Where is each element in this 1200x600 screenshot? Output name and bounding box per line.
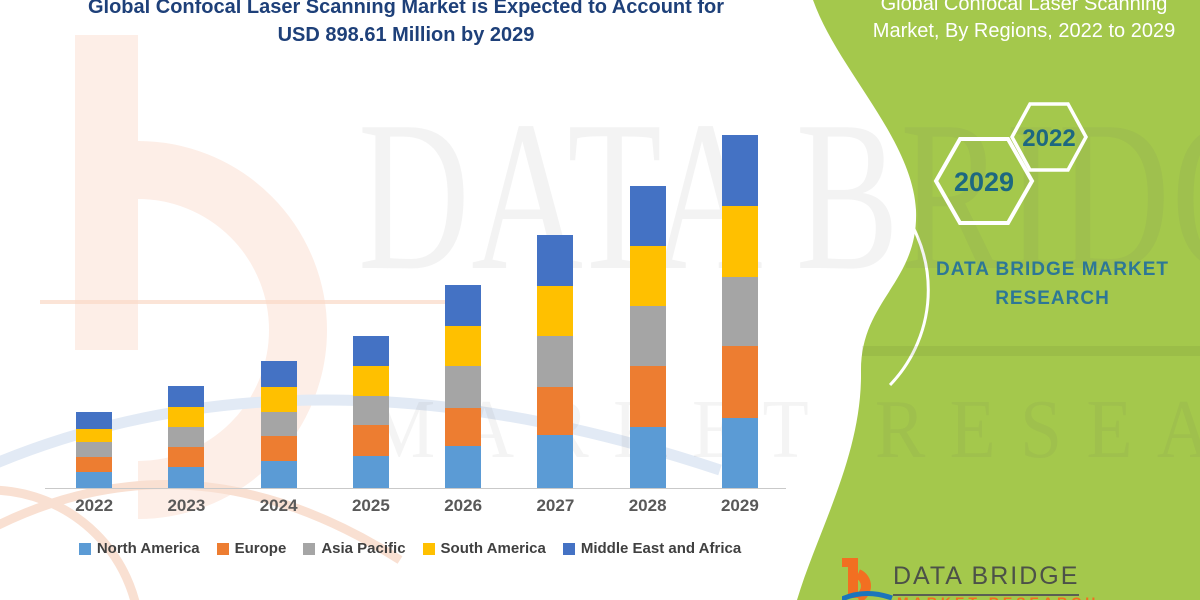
- segment-2024-europe: [260, 435, 297, 462]
- x-axis-line: [45, 488, 786, 489]
- segment-2025-south-america: [352, 366, 389, 396]
- hexagon-2022: [1010, 102, 1088, 172]
- segment-2026-europe: [445, 407, 482, 447]
- segment-2022-asia-pacific: [76, 442, 113, 458]
- segment-2027-europe: [537, 386, 574, 436]
- x-label-2024: 2024: [259, 496, 298, 515]
- bar-2025: [325, 135, 417, 488]
- legend-item-north-america: North America: [78, 540, 200, 557]
- legend-item-asia-pacific: Asia Pacific: [303, 540, 406, 557]
- segment-2028-europe: [629, 365, 666, 427]
- bar-2026: [417, 135, 509, 488]
- segment-2026-asia-pacific: [445, 365, 482, 408]
- segment-2027-north-america: [537, 435, 574, 488]
- side-panel-brand: DATA BRIDGE MARKET RESEARCH: [905, 255, 1200, 313]
- bar-2022: [48, 135, 140, 488]
- segment-2022-north-america: [76, 471, 113, 488]
- x-label-2027: 2027: [536, 496, 575, 515]
- segment-2025-europe: [352, 425, 389, 456]
- segment-2024-asia-pacific: [260, 412, 297, 436]
- segment-2028-north-america: [629, 426, 666, 488]
- x-label-2025: 2025: [351, 496, 390, 515]
- hexagon-2029-label: 2029: [954, 167, 1014, 197]
- segment-2029-middle-east-and-africa: [721, 135, 758, 206]
- segment-2024-north-america: [260, 461, 297, 488]
- legend-label: Middle East and Africa: [580, 540, 742, 557]
- x-label-2026: 2026: [444, 496, 483, 515]
- decor-green-band: [862, 346, 1200, 356]
- x-label-2028: 2028: [628, 496, 667, 515]
- legend-label: Asia Pacific: [321, 540, 406, 557]
- data-bridge-logo-icon: [842, 558, 893, 600]
- segment-2023-middle-east-and-africa: [168, 386, 205, 407]
- segment-2029-asia-pacific: [721, 276, 758, 347]
- x-label-2029: 2029: [720, 496, 759, 515]
- segment-2027-middle-east-and-africa: [537, 235, 574, 287]
- brand-line-2: RESEARCH: [995, 288, 1110, 309]
- bar-2023: [140, 135, 232, 488]
- segment-2023-south-america: [168, 406, 205, 428]
- bar-2028: [602, 135, 694, 488]
- segment-2024-south-america: [260, 386, 297, 413]
- legend-label: Europe: [234, 540, 287, 557]
- legend-marker: [562, 542, 575, 555]
- bar-2029: [694, 135, 786, 488]
- segment-2025-north-america: [352, 455, 389, 488]
- x-label-2023: 2023: [167, 496, 206, 515]
- segment-2024-middle-east-and-africa: [260, 360, 297, 387]
- segment-2022-south-america: [76, 429, 113, 443]
- chart-legend: North America Europe Asia Pacific South Ame…: [40, 540, 780, 557]
- footer-brand-name: DATA BRIDGE: [893, 562, 1080, 596]
- segment-2026-north-america: [445, 446, 482, 488]
- x-axis-labels: 2022 2023 2024 2025 2026 2027 2028 2029: [48, 496, 786, 516]
- brand-line-1: DATA BRIDGE MARKET: [936, 259, 1169, 280]
- segment-2026-middle-east-and-africa: [445, 285, 482, 326]
- stacked-bar-chart: [48, 135, 786, 488]
- segment-2029-north-america: [721, 417, 758, 488]
- segment-2023-europe: [168, 446, 205, 468]
- legend-label: South America: [440, 540, 546, 557]
- segment-2029-south-america: [721, 205, 758, 277]
- legend-item-south-america: South America: [422, 540, 546, 557]
- legend-item-middle-east-and-africa: Middle East and Africa: [562, 540, 742, 557]
- hexagon-2022-label: 2022: [1022, 125, 1075, 152]
- segment-2028-south-america: [629, 245, 666, 307]
- green-panel-shape: [797, 0, 1200, 600]
- legend-label: North America: [96, 540, 200, 557]
- decor-circle-arc: [888, 193, 930, 387]
- footer-brand-sub: MARKET RESEARCH: [897, 594, 1099, 600]
- segment-2023-asia-pacific: [168, 427, 205, 447]
- bar-2024: [233, 135, 325, 488]
- bar-2027: [509, 135, 601, 488]
- legend-marker: [216, 542, 229, 555]
- segment-2028-middle-east-and-africa: [629, 185, 666, 246]
- side-panel-heading: Global Confocal Laser Scanning Market, B…: [872, 0, 1176, 42]
- x-label-2022: 2022: [75, 496, 114, 515]
- legend-marker: [78, 542, 91, 555]
- segment-2022-europe: [76, 457, 113, 472]
- segment-2027-asia-pacific: [537, 335, 574, 387]
- hexagon-2029: [933, 137, 1035, 225]
- segment-2027-south-america: [537, 286, 574, 336]
- legend-marker: [303, 542, 316, 555]
- chart-title: Global Confocal Laser Scanning Market is…: [87, 0, 725, 46]
- segment-2029-europe: [721, 346, 758, 418]
- legend-marker: [422, 542, 435, 555]
- legend-item-europe: Europe: [216, 540, 287, 557]
- segment-2022-middle-east-and-africa: [76, 412, 113, 430]
- segment-2025-asia-pacific: [352, 395, 389, 426]
- segment-2025-middle-east-and-africa: [352, 335, 389, 367]
- segment-2023-north-america: [168, 467, 205, 488]
- segment-2026-south-america: [445, 325, 482, 366]
- segment-2028-asia-pacific: [629, 306, 666, 366]
